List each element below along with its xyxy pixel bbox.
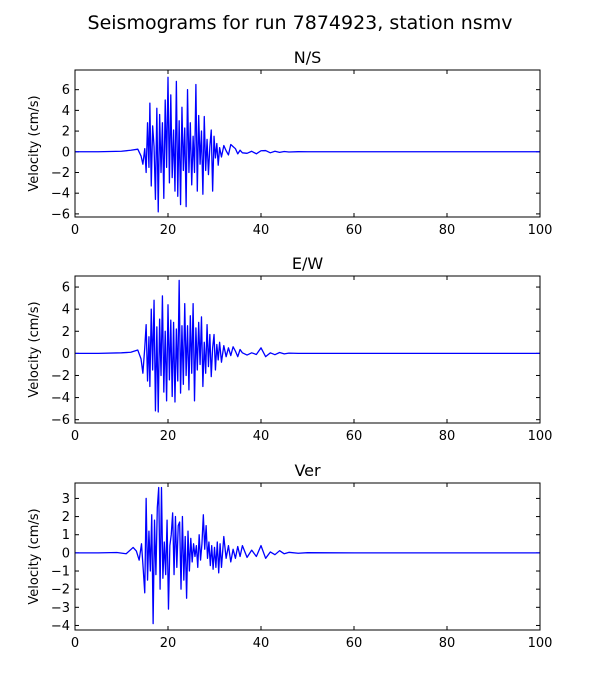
y-tick-label: −4 (51, 391, 70, 406)
plot-frame (74, 275, 541, 424)
y-tick-label: −1 (51, 565, 70, 580)
x-tick-label: 80 (439, 636, 456, 651)
y-tick-label: 6 (62, 281, 70, 296)
x-tick-label: 40 (253, 223, 270, 238)
y-tick-label: −3 (51, 601, 70, 616)
y-tick-label: 6 (62, 83, 70, 98)
y-tick-label: 4 (62, 303, 70, 318)
x-tick-label: 0 (71, 429, 79, 444)
plot-frame (74, 482, 541, 631)
y-axis-label: Velocity (cm/s) (27, 301, 42, 397)
panel-1: E/W Velocity (cm/s) 0 20 40 60 80 100 −6 −4 −2 0 2 4 6 (27, 254, 552, 444)
y-tick-label: 1 (62, 528, 70, 543)
x-tick-label: 20 (160, 636, 177, 651)
y-tick-label: −2 (51, 166, 70, 181)
y-tick-label: −6 (51, 413, 70, 428)
x-tick-label: 40 (253, 429, 270, 444)
panel-title: E/W (292, 254, 324, 273)
y-tick-label: 4 (62, 104, 70, 119)
y-tick-label: 2 (62, 325, 70, 340)
x-tick-label: 60 (346, 223, 363, 238)
series-line (75, 486, 540, 625)
y-tick-label: 2 (62, 125, 70, 140)
y-tick-label: −6 (51, 207, 70, 222)
x-tick-label: 80 (439, 223, 456, 238)
y-tick-label: 0 (62, 347, 70, 362)
y-axis-label: Velocity (cm/s) (27, 508, 42, 604)
panel-title: N/S (294, 48, 322, 67)
x-tick-label: 60 (346, 429, 363, 444)
x-tick-label: 100 (528, 223, 553, 238)
x-tick-label: 20 (160, 223, 177, 238)
x-tick-label: 40 (253, 636, 270, 651)
x-tick-label: 20 (160, 429, 177, 444)
figure-suptitle: Seismograms for run 7874923, station nsm… (88, 12, 513, 34)
y-tick-label: 0 (62, 145, 70, 160)
x-tick-label: 80 (439, 429, 456, 444)
series-line (75, 279, 540, 413)
panel-title: Ver (294, 461, 321, 480)
y-tick-label: −2 (51, 583, 70, 598)
y-tick-label: −4 (51, 619, 70, 634)
x-tick-label: 60 (346, 636, 363, 651)
y-tick-label: −2 (51, 369, 70, 384)
y-tick-label: 0 (62, 546, 70, 561)
x-tick-label: 0 (71, 636, 79, 651)
y-tick-label: −4 (51, 187, 70, 202)
x-tick-label: 100 (528, 429, 553, 444)
y-tick-label: 2 (62, 510, 70, 525)
series-line (75, 76, 540, 213)
x-tick-label: 100 (528, 636, 553, 651)
panel-0: N/S Velocity (cm/s) 0 20 40 60 80 100 −6 −4 −2 0 2 4 6 (27, 48, 552, 238)
y-tick-label: 3 (62, 492, 70, 507)
panel-2: Ver Velocity (cm/s) 0 20 40 60 80 100 −4 −3 −2 −1 0 1… (27, 461, 552, 651)
x-tick-label: 0 (71, 223, 79, 238)
plot-frame (74, 69, 541, 218)
y-axis-label: Velocity (cm/s) (27, 95, 42, 191)
